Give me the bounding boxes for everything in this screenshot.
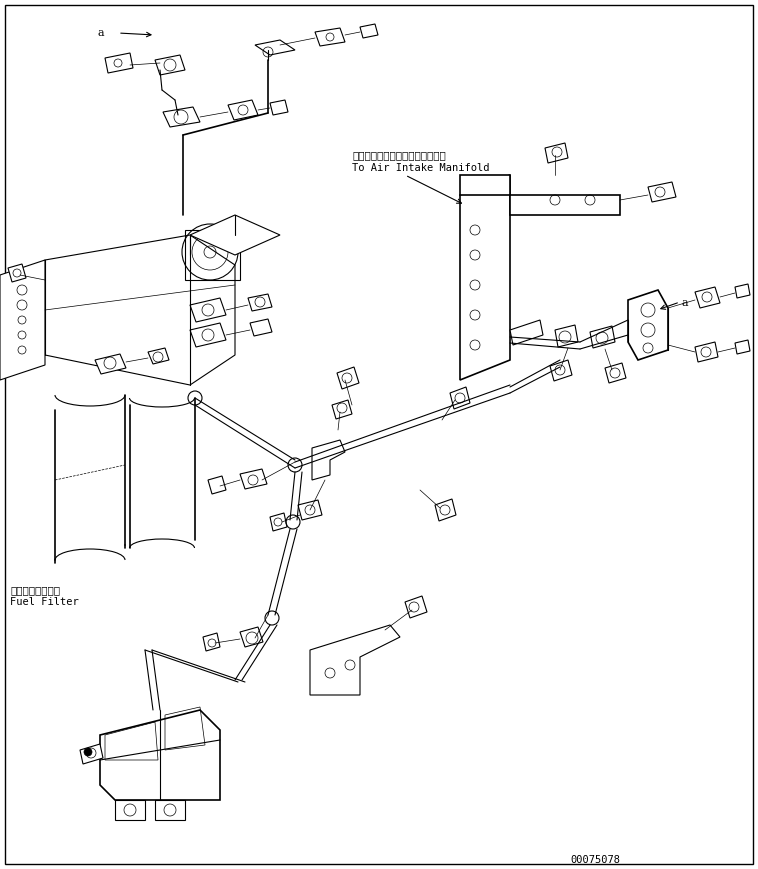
Polygon shape [628, 290, 668, 360]
Polygon shape [435, 499, 456, 521]
Polygon shape [460, 175, 510, 380]
Text: a: a [98, 28, 105, 38]
Polygon shape [208, 476, 226, 494]
Polygon shape [248, 294, 272, 311]
Text: To Air Intake Manifold: To Air Intake Manifold [352, 163, 490, 173]
Polygon shape [270, 513, 287, 531]
Polygon shape [555, 325, 578, 347]
Polygon shape [405, 596, 427, 618]
Polygon shape [460, 175, 620, 215]
Polygon shape [332, 400, 352, 419]
Polygon shape [310, 625, 400, 695]
Polygon shape [148, 348, 169, 364]
Polygon shape [203, 633, 220, 651]
Text: フェエルフィルタ: フェエルフィルタ [10, 585, 60, 595]
Text: a: a [682, 298, 688, 308]
Polygon shape [550, 360, 572, 381]
Text: 00075078: 00075078 [570, 855, 620, 865]
Polygon shape [735, 284, 750, 298]
Polygon shape [695, 287, 720, 308]
Polygon shape [337, 367, 359, 389]
Polygon shape [735, 340, 750, 354]
Polygon shape [695, 342, 718, 362]
Polygon shape [270, 100, 288, 115]
Polygon shape [228, 100, 258, 120]
Polygon shape [255, 40, 295, 55]
Polygon shape [315, 28, 345, 46]
Polygon shape [240, 469, 267, 489]
Circle shape [84, 748, 92, 756]
Polygon shape [105, 53, 133, 73]
Polygon shape [190, 215, 280, 255]
Text: Fuel Filter: Fuel Filter [10, 597, 79, 607]
Polygon shape [250, 319, 272, 336]
Polygon shape [648, 182, 676, 202]
Polygon shape [80, 744, 103, 764]
Text: エアーインテークマニホールドヘ: エアーインテークマニホールドヘ [352, 150, 446, 160]
Polygon shape [605, 363, 626, 383]
Polygon shape [100, 710, 220, 800]
Polygon shape [0, 260, 45, 380]
Polygon shape [163, 107, 200, 127]
Polygon shape [590, 326, 615, 348]
Polygon shape [155, 55, 185, 75]
Polygon shape [545, 143, 568, 163]
Polygon shape [450, 387, 470, 409]
Polygon shape [45, 235, 235, 385]
Polygon shape [312, 440, 345, 480]
Polygon shape [190, 323, 226, 347]
Polygon shape [95, 354, 126, 374]
Polygon shape [360, 24, 378, 38]
Polygon shape [8, 264, 26, 282]
Polygon shape [510, 320, 543, 345]
Polygon shape [190, 298, 226, 322]
Polygon shape [240, 627, 263, 647]
Polygon shape [298, 500, 322, 520]
